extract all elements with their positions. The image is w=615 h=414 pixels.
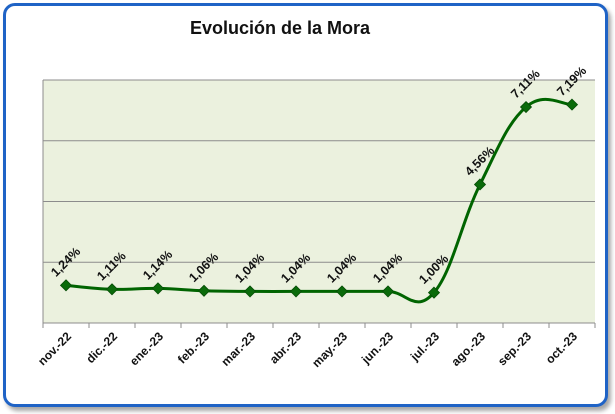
data-point-marker [59,279,73,292]
x-tick-label: feb.-23 [175,329,212,366]
data-point-marker [565,98,579,111]
data-point-marker [427,286,441,299]
data-point-marker [473,178,487,191]
data-point-marker [105,283,119,296]
data-point-marker [243,285,257,298]
data-point-marker [381,285,395,298]
x-tick-label: may.-23 [309,329,350,370]
data-point-marker [151,282,165,295]
x-tick-label: oct.-23 [543,329,580,366]
x-tick-label: sep.-23 [495,329,534,368]
x-tick-label: nov.-22 [35,329,74,368]
data-point-marker [519,100,533,114]
x-tick-label: ene.-23 [127,329,166,368]
x-tick-label: jun.-23 [358,329,396,367]
data-point-marker [335,285,349,298]
chart-title: Evolución de la Mora [189,18,371,38]
data-point-marker [289,285,303,298]
x-tick-label: mar.-23 [219,329,259,369]
x-tick-label: ago.-23 [449,329,489,369]
x-tick-label: abr.-23 [267,329,304,366]
x-tick-label: dic.-22 [83,329,120,366]
data-point-marker [197,284,211,297]
x-tick-label: jul.-23 [407,329,442,364]
